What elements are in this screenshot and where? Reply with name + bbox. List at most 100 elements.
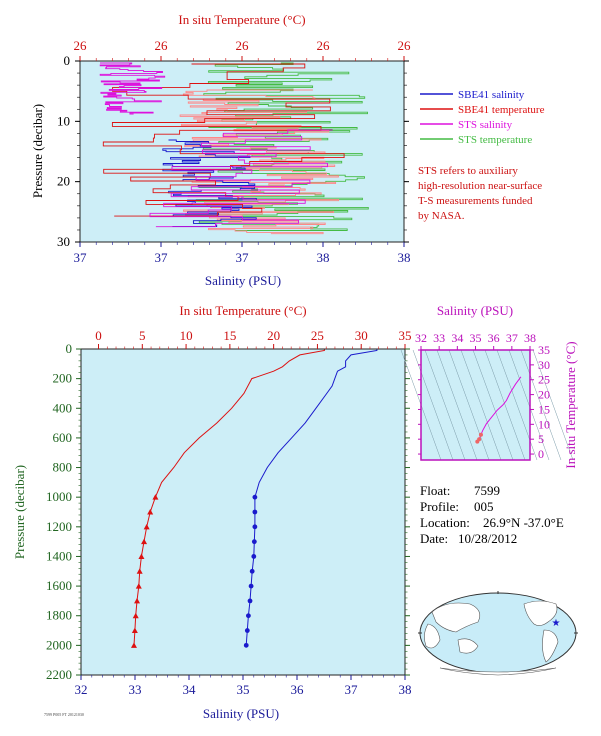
temperature-marker <box>138 553 145 559</box>
ts-marker <box>478 432 483 437</box>
temperature-marker <box>132 612 139 619</box>
temperature-marker <box>147 509 154 515</box>
footer-code: 7599 P005 FT 20121030 <box>44 712 84 717</box>
ts-isopycnal <box>520 349 562 461</box>
top-chart-top-tick-label: 26 <box>236 38 250 53</box>
map-north-america <box>523 600 558 626</box>
salinity-marker <box>247 598 253 604</box>
temperature-marker <box>141 538 148 545</box>
top-chart-y-tick-label: 0 <box>64 53 71 68</box>
ts-isopycnal <box>472 349 514 461</box>
ts-top-tick-label: 35 <box>470 331 482 345</box>
top-chart-temperature-axis-title: In situ Temperature (°C) <box>178 12 305 27</box>
main-chart-bottom-tick-label: 38 <box>399 682 412 697</box>
top-chart-y-ticks: 0 10 20 30 <box>57 53 409 249</box>
main-chart-temperature-axis-title: In situ Temperature (°C) <box>179 303 306 318</box>
sts-salinity-deep-trace <box>149 129 333 228</box>
temperature-marker <box>135 583 142 589</box>
ts-isopycnal <box>448 349 490 461</box>
map-africa <box>424 623 441 649</box>
sts-note-line-2: high-resolution near-surface <box>418 180 542 192</box>
ts-marker <box>477 437 482 442</box>
main-chart-plot-area <box>81 349 405 675</box>
main-chart-y-tick-label: 2200 <box>46 667 72 682</box>
salinity-marker <box>251 539 257 545</box>
ts-diagram-salinity-title: Salinity (PSU) <box>437 303 513 318</box>
map-south-america <box>542 629 559 663</box>
top-chart-salinity-axis-title: Salinity (PSU) <box>205 273 281 288</box>
salinity-marker <box>251 554 257 559</box>
ts-right-tick-label: 25 <box>538 373 550 387</box>
temperature-marker <box>131 627 138 634</box>
location-value: 26.9°N -37.0°E <box>483 515 564 530</box>
location-label: Location: <box>420 515 470 530</box>
profile-label: Profile: <box>420 499 459 514</box>
temperature-marker <box>143 523 150 530</box>
float-value: 7599 <box>474 483 500 498</box>
ts-top-tick-label: 34 <box>451 331 463 345</box>
main-chart-bottom-tick-label: 36 <box>291 682 305 697</box>
ts-right-tick-label: 20 <box>538 388 550 402</box>
top-chart-pressure-axis-title: Pressure (decibar) <box>30 104 45 198</box>
date-label: Date: <box>420 531 448 546</box>
main-chart-y-tick-label: 2000 <box>46 637 72 652</box>
top-chart-top-tick-label: 26 <box>317 38 331 53</box>
top-chart-y-tick-label: 30 <box>57 234 70 249</box>
main-chart-y-tick-label: 1800 <box>46 608 72 623</box>
salinity-marker <box>246 613 251 619</box>
ts-isopycnal <box>424 349 466 461</box>
ts-markers <box>475 432 483 444</box>
main-chart-top-tick-label: 25 <box>311 328 324 343</box>
temperature-marker <box>136 568 143 574</box>
top-chart-traces <box>99 62 369 235</box>
main-chart-y-tick-label: 800 <box>53 460 73 475</box>
main-chart-top-tick-label: 0 <box>95 328 102 343</box>
main-chart-bottom-tick-label: 33 <box>129 682 142 697</box>
main-chart-top-tick-label: 20 <box>267 328 280 343</box>
map-australia <box>457 638 479 654</box>
salinity-marker <box>249 568 255 574</box>
temperature-marker <box>134 597 141 604</box>
ts-diagram-temperature-title: In situ Temperature (°C) <box>563 341 578 468</box>
top-chart-bottom-tick-label: 38 <box>317 250 330 265</box>
ts-diagram-top-ticks: 32 33 34 35 36 37 38 <box>415 331 536 350</box>
ts-isopycnal <box>412 349 454 461</box>
ts-top-tick-label: 32 <box>415 331 427 345</box>
ts-isopycnal <box>496 349 538 461</box>
salinity-marker <box>244 628 250 633</box>
map-asia <box>431 602 481 633</box>
date-value: 10/28/2012 <box>458 531 517 546</box>
main-chart-y-tick-label: 1200 <box>46 519 72 534</box>
ts-isopycnal <box>532 349 574 461</box>
top-chart-top-ticks: 26 26 26 26 26 <box>74 38 412 61</box>
ts-right-tick-label: 35 <box>538 343 550 357</box>
ts-top-tick-label: 33 <box>433 331 445 345</box>
main-chart-y-ticks: 0 200 400 600 800 1000 1200 1400 1600 1800 2000 220… <box>46 341 410 682</box>
world-map: ★ <box>418 591 578 676</box>
legend-label: STS temperature <box>458 134 532 146</box>
map-antarctica <box>439 667 557 676</box>
top-chart-bottom-tick-label: 37 <box>74 250 88 265</box>
main-chart: In situ Temperature (°C) 0 5 10 15 20 25 30 35 … <box>12 303 412 721</box>
temperature-marker <box>152 494 159 500</box>
main-chart-bottom-tick-label: 34 <box>183 682 197 697</box>
salinity-marker <box>252 524 258 530</box>
main-chart-bottom-ticks: 32 33 34 35 36 37 38 <box>75 675 412 697</box>
main-chart-bottom-tick-label: 35 <box>237 682 250 697</box>
main-chart-top-tick-label: 15 <box>223 328 236 343</box>
map-land <box>424 600 559 676</box>
main-chart-bottom-tick-label: 37 <box>345 682 359 697</box>
salinity-profile-line <box>245 349 378 646</box>
sbe41-temperature-trace <box>102 63 345 217</box>
main-chart-y-tick-label: 1400 <box>46 548 72 563</box>
ts-top-tick-label: 36 <box>488 331 500 345</box>
temperature-markers <box>130 494 159 648</box>
main-chart-bottom-tick-label: 32 <box>75 682 88 697</box>
top-chart-bottom-tick-label: 38 <box>398 250 411 265</box>
ts-diagram: Salinity (PSU) 32 33 34 35 36 37 38 0510152025… <box>400 303 578 469</box>
salinity-marker <box>252 494 258 500</box>
top-chart-bottom-tick-label: 37 <box>236 250 250 265</box>
ts-isopycnal-lines <box>400 349 574 461</box>
top-chart-top-tick-label: 26 <box>398 38 412 53</box>
